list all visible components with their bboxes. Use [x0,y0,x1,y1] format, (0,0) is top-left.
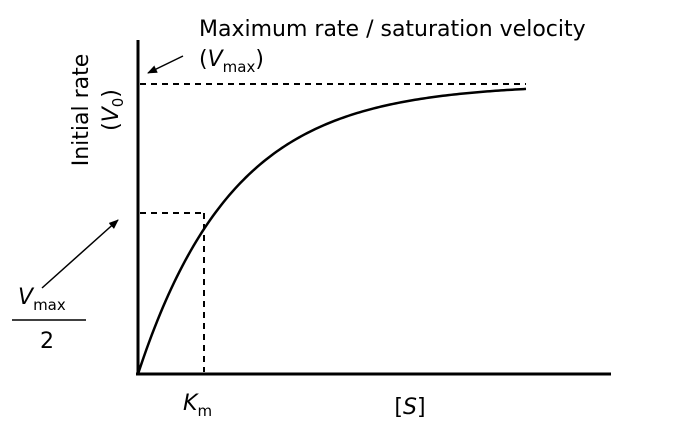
half-vmax-denominator: 2 [40,329,54,354]
km-label: Km [183,391,212,420]
half-vmax-symbol: V [18,285,35,310]
y-axis-label-line1: Initial rate [69,54,94,167]
x-axis-label: [S] [394,395,425,420]
v0-close-paren: ) [99,89,124,98]
vmax-arrow [147,55,184,74]
km-symbol: K [183,391,199,416]
vmax-label: (Vmax) [199,47,264,76]
v0-open-paren: ( [99,122,124,131]
vmax-close-paren: ) [255,47,264,72]
v0-subscript: 0 [109,98,127,108]
vmax-caption: Maximum rate / saturation velocity [199,17,586,42]
s-open-bracket: [ [394,395,403,420]
vmax-subscript: max [223,58,256,76]
s-symbol: S [403,395,417,420]
y-axis-label-line2: (V0) [99,89,127,131]
half-vmax-numerator: Vmax [18,285,66,314]
vmax-symbol: V [208,47,225,72]
saturation-curve [136,87,527,375]
s-close-bracket: ] [417,395,426,420]
v0-symbol: V [99,105,124,122]
half-vmax-subscript: max [33,296,66,314]
km-subscript: m [197,402,212,420]
half-vmax-arrow [41,219,119,289]
vmax-open-paren: ( [199,47,208,72]
